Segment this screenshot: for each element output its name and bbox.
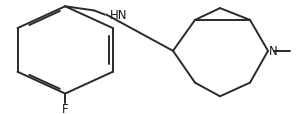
Text: N: N bbox=[269, 45, 277, 58]
Text: F: F bbox=[62, 102, 69, 114]
Text: HN: HN bbox=[110, 9, 128, 22]
